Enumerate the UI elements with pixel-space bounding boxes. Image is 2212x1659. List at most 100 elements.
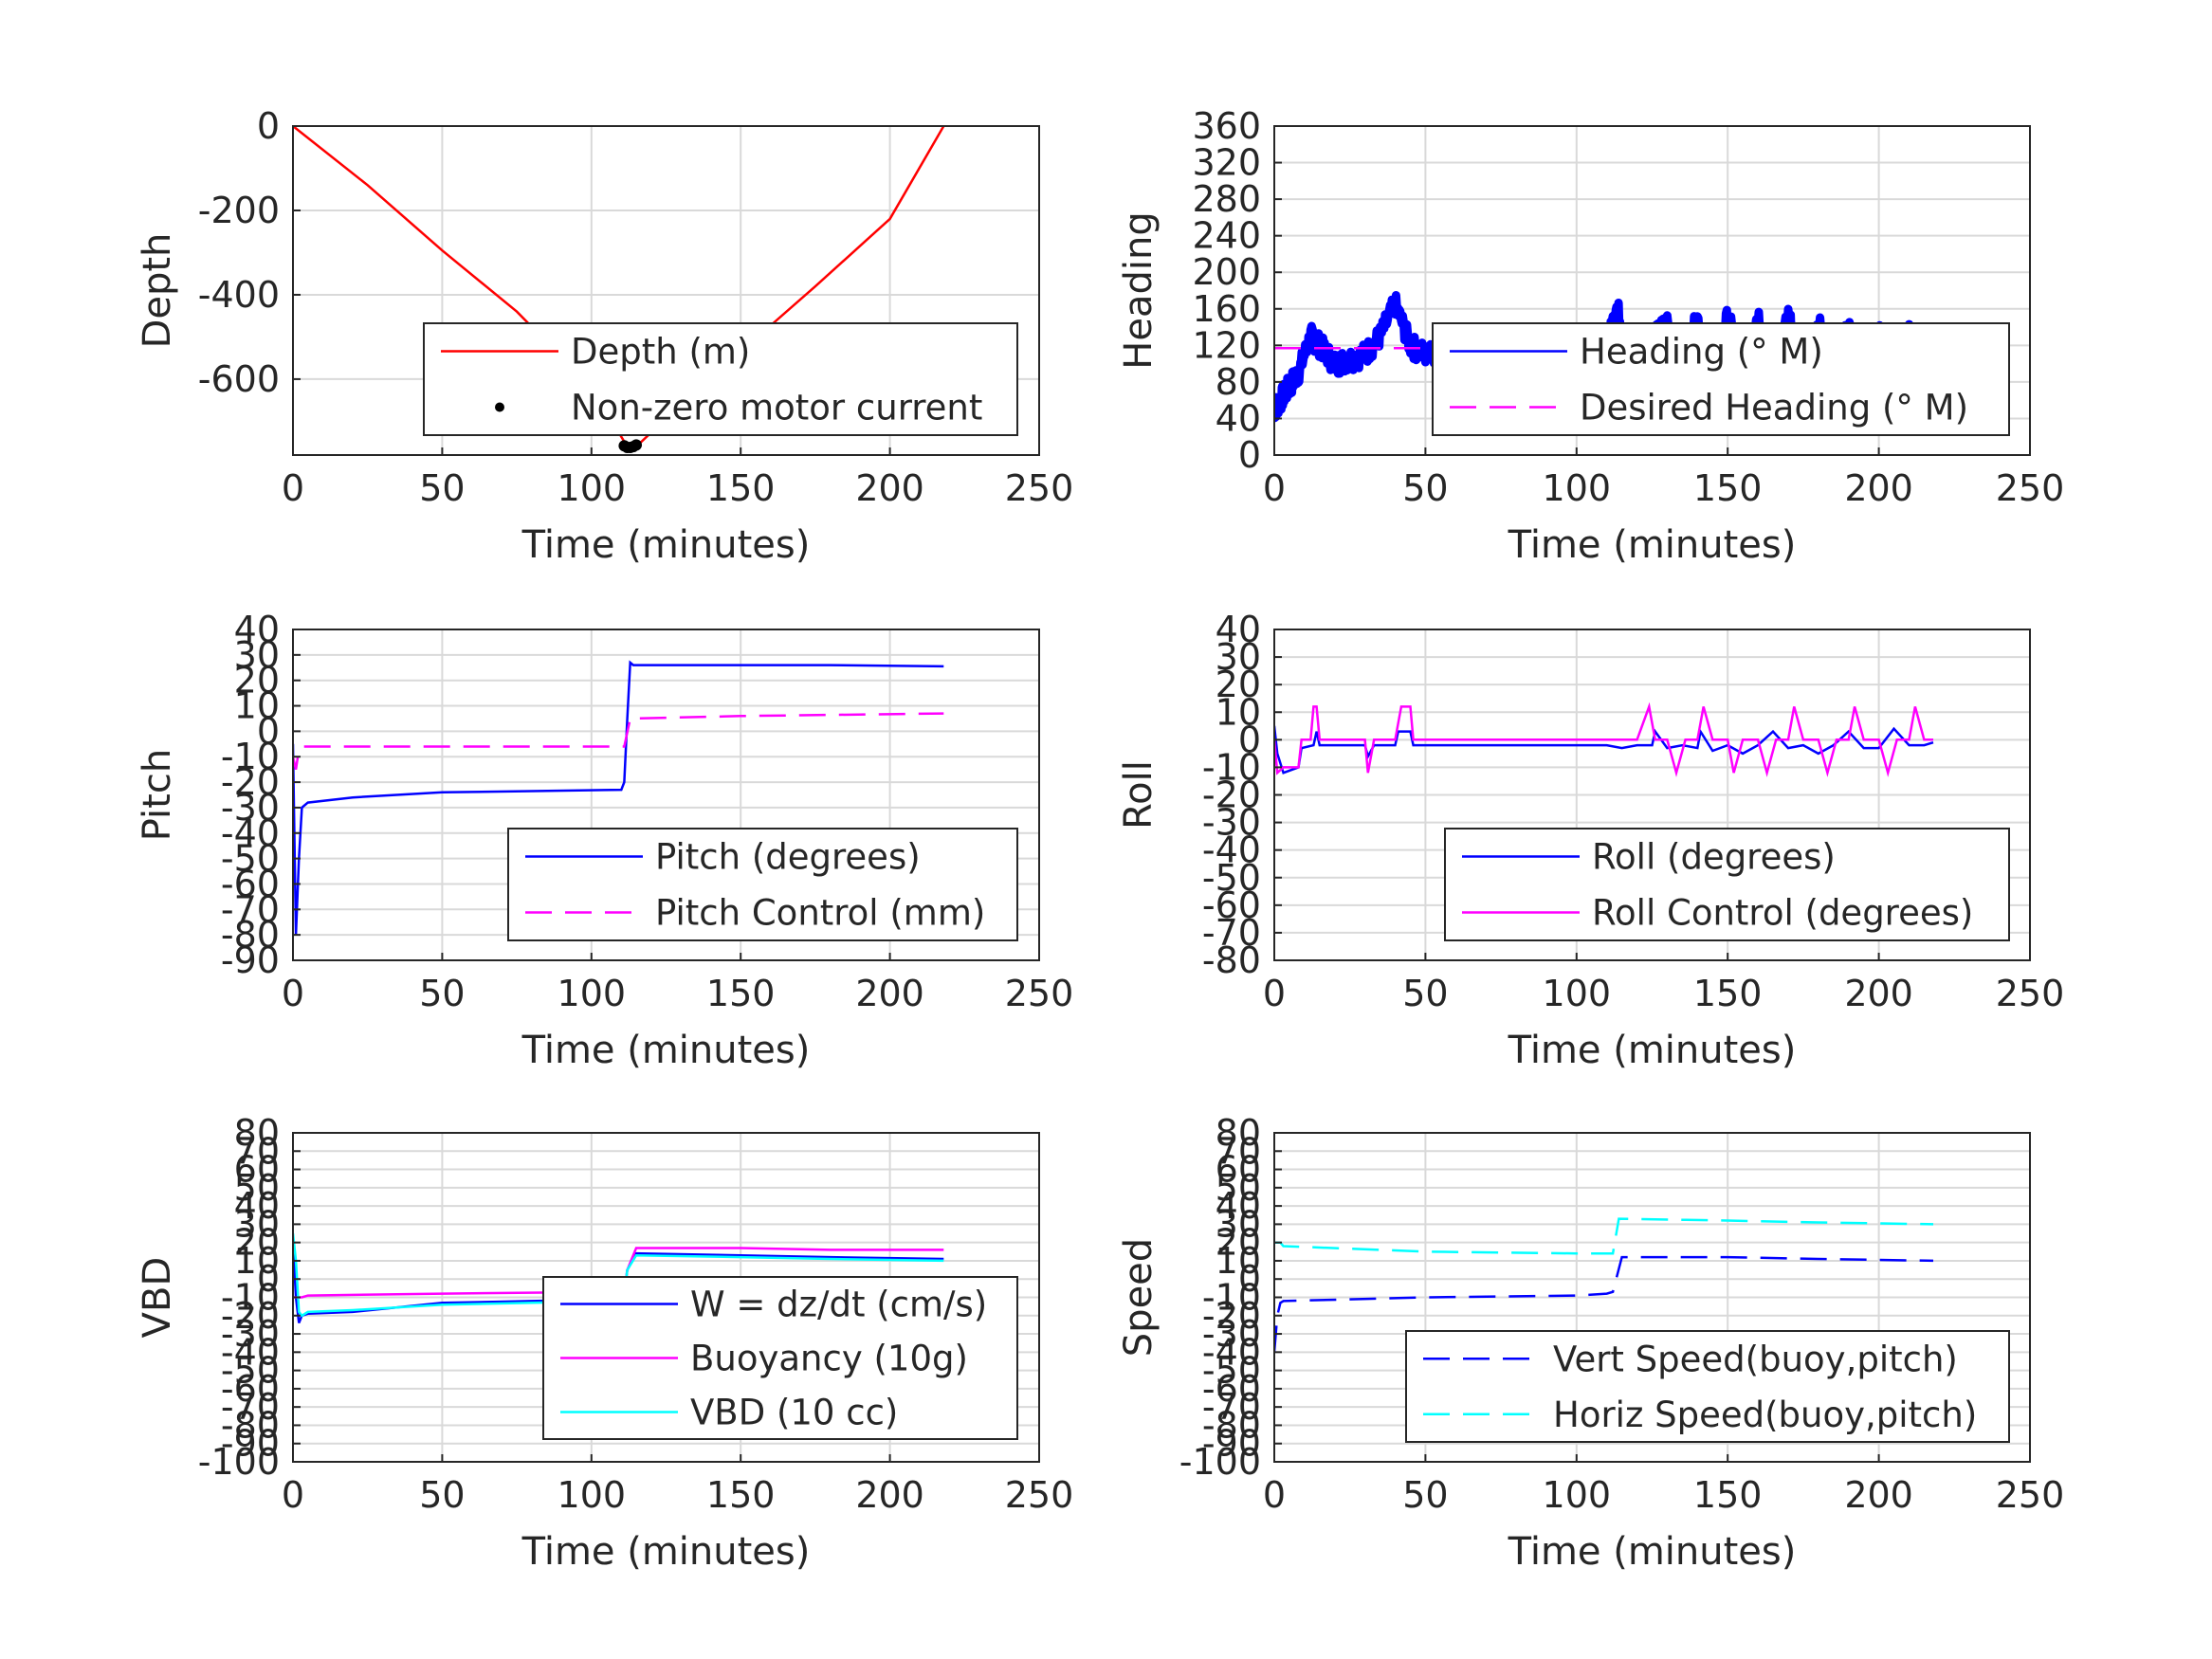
x-axis-label: Time (minutes) <box>521 523 811 567</box>
series-line-2 <box>293 712 944 770</box>
y-tick-label: -40 <box>221 812 280 854</box>
legend-label: Heading (° M) <box>1580 332 1823 373</box>
y-tick-label: -20 <box>221 1295 280 1337</box>
series-line-2 <box>1274 702 1933 777</box>
y-tick-label: -20 <box>1202 1295 1261 1337</box>
y-tick-label: 0 <box>1238 1258 1261 1300</box>
y-tick-label: 0 <box>257 1258 280 1300</box>
y-tick-label: 30 <box>1216 636 1261 678</box>
y-axis-label: Depth <box>136 233 179 349</box>
x-tick-label: 100 <box>1543 467 1612 509</box>
y-tick-label: 40 <box>1216 609 1261 650</box>
x-tick-label: 0 <box>282 973 304 1014</box>
y-tick-label: 50 <box>234 1167 280 1209</box>
y-tick-label: 0 <box>1238 719 1261 760</box>
y-tick-label: -30 <box>1202 802 1261 844</box>
x-tick-label: 200 <box>855 1474 924 1516</box>
y-tick-label: 80 <box>1216 1112 1261 1154</box>
x-tick-label: 250 <box>1996 1474 2065 1516</box>
legend-label: Depth (m) <box>571 332 750 373</box>
y-tick-label: -50 <box>1202 857 1261 899</box>
y-tick-label: 10 <box>1216 1240 1261 1282</box>
plot-area <box>1274 702 1934 777</box>
x-tick-label: 250 <box>1005 1474 1074 1516</box>
legend: Heading (° M) Desired Heading (° M) <box>1432 322 2010 436</box>
y-tick-label: 160 <box>1192 288 1261 330</box>
y-tick-label: 60 <box>234 1149 280 1191</box>
y-tick-label: 240 <box>1192 215 1261 257</box>
y-tick-label: -50 <box>221 1350 280 1392</box>
y-tick-label: 30 <box>234 634 280 676</box>
x-tick-label: 150 <box>706 1474 776 1516</box>
legend-label: Vert Speed(buoy,pitch) <box>1553 1339 1958 1379</box>
y-tick-label: -60 <box>1202 1368 1261 1410</box>
y-tick-label: -80 <box>221 1404 280 1446</box>
legend: Vert Speed(buoy,pitch) Horiz Speed(buoy,p… <box>1405 1330 2010 1443</box>
y-tick-label: 0 <box>257 105 280 147</box>
axes-box <box>292 125 1040 456</box>
y-tick-label: 320 <box>1192 142 1261 184</box>
motor-current-point <box>631 439 643 451</box>
y-tick-label: -40 <box>1202 1331 1261 1373</box>
y-tick-label: 120 <box>1192 324 1261 366</box>
y-tick-label: -30 <box>1202 1313 1261 1355</box>
legend-label: Pitch (degrees) <box>655 837 921 878</box>
y-tick-label: -80 <box>1202 939 1261 981</box>
y-tick-label: -30 <box>221 1313 280 1355</box>
y-tick-label: 20 <box>1216 1222 1261 1264</box>
y-tick-label: -70 <box>221 1386 280 1428</box>
x-axis-label: Time (minutes) <box>1508 523 1797 567</box>
y-tick-label: -60 <box>1202 884 1261 926</box>
x-tick-label: 0 <box>1263 973 1286 1014</box>
y-axis-label: VBD <box>136 1257 179 1339</box>
x-tick-label: 150 <box>1693 1474 1763 1516</box>
x-tick-label: 50 <box>419 973 465 1014</box>
x-tick-label: 50 <box>419 1474 465 1516</box>
series-line-3 <box>293 1232 944 1318</box>
plot-area <box>293 126 945 453</box>
x-axis-label: Time (minutes) <box>521 1530 811 1574</box>
y-tick-label: -600 <box>198 358 280 400</box>
y-tick-label: 60 <box>1216 1149 1261 1191</box>
x-tick-label: 150 <box>1693 973 1763 1014</box>
x-tick-label: 0 <box>1263 467 1286 509</box>
panel-5: 0 50 100 150 200 250-100-90-80-70-60-50-40-30… <box>136 1112 1073 1574</box>
y-tick-label: -10 <box>221 736 280 777</box>
legend-box <box>507 828 1018 941</box>
y-tick-label: 30 <box>1216 1203 1261 1245</box>
y-tick-label: -70 <box>1202 1386 1261 1428</box>
y-tick-label: -200 <box>198 190 280 231</box>
y-tick-label: -100 <box>198 1441 280 1483</box>
x-tick-label: 250 <box>1996 467 2065 509</box>
y-tick-label: -30 <box>221 787 280 829</box>
x-tick-label: 200 <box>855 467 924 509</box>
legend-label: Desired Heading (° M) <box>1580 388 1968 428</box>
series-line-1 <box>1274 725 1934 775</box>
x-tick-label: 50 <box>1402 1474 1448 1516</box>
x-tick-label: 250 <box>1996 973 2065 1014</box>
panel-3: 0 50 100 150 200 250-90-80-70-60-50-40-30-20-… <box>136 609 1073 1072</box>
y-tick-label: -80 <box>1202 1404 1261 1446</box>
x-tick-label: 0 <box>1263 1474 1286 1516</box>
x-tick-label: 100 <box>558 467 627 509</box>
y-tick-label: 20 <box>1216 664 1261 705</box>
y-tick-label: 0 <box>1238 434 1261 476</box>
y-tick-label: -10 <box>1202 1277 1261 1319</box>
legend: Pitch (degrees) Pitch Control (mm) <box>507 828 1018 941</box>
legend-label: Non-zero motor current <box>571 388 982 428</box>
legend-label: Horiz Speed(buoy,pitch) <box>1553 1395 1977 1435</box>
legend-marker <box>495 402 504 412</box>
y-tick-label: 70 <box>1216 1130 1261 1172</box>
y-tick-label: 80 <box>1216 361 1261 403</box>
legend-box <box>1405 1330 2010 1443</box>
y-tick-label: -50 <box>1202 1350 1261 1392</box>
x-tick-label: 150 <box>706 467 776 509</box>
y-tick-label: 40 <box>234 1185 280 1227</box>
axes-box <box>1273 125 2031 456</box>
x-tick-label: 100 <box>1543 1474 1612 1516</box>
y-tick-label: 200 <box>1192 251 1261 293</box>
y-tick-label: 50 <box>1216 1167 1261 1209</box>
y-axis-label: Roll <box>1117 760 1161 830</box>
x-tick-label: 0 <box>282 467 304 509</box>
